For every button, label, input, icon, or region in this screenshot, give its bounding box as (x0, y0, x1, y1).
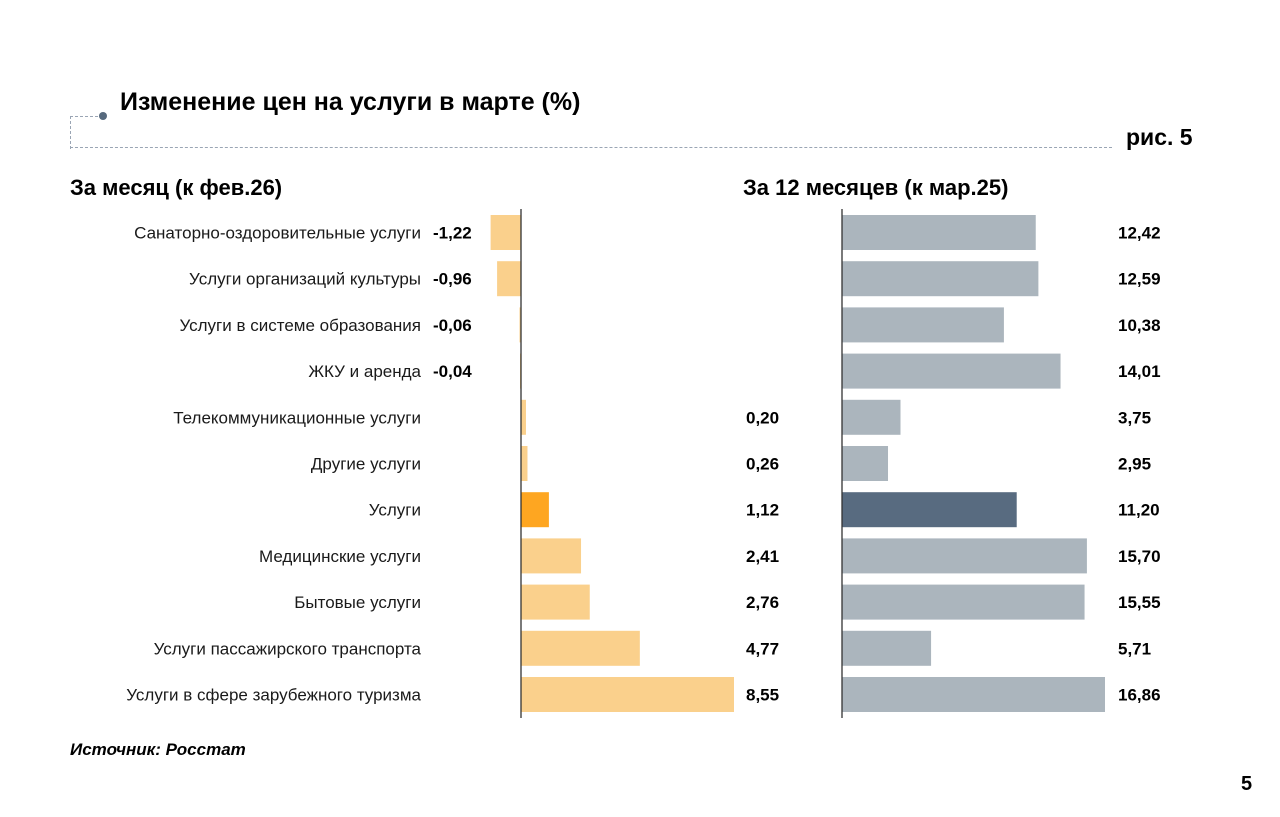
title-frame-underline (70, 147, 1112, 148)
year-value-label: 15,70 (1118, 547, 1161, 566)
category-label: Другие услуги (311, 455, 421, 474)
month-panel-title: За месяц (к фев.26) (70, 175, 283, 200)
year-bar (842, 677, 1105, 712)
category-label: Услуги в системе образования (179, 316, 421, 335)
chart-title: Изменение цен на услуги в марте (%) (120, 88, 581, 116)
month-value-label: 0,20 (746, 408, 779, 427)
category-label: Санаторно-оздоровительные услуги (134, 224, 421, 243)
month-bar (521, 492, 549, 528)
month-bar (521, 677, 734, 712)
month-bar (521, 446, 528, 481)
year-bar (842, 538, 1087, 574)
month-bar (521, 538, 582, 574)
year-value-label: 2,95 (1118, 455, 1151, 474)
category-label: Услуги пассажирского транспорта (154, 639, 422, 658)
month-value-label: -0,96 (433, 270, 472, 289)
month-bar (519, 307, 521, 343)
month-value-label: 8,55 (746, 686, 779, 705)
year-bar (842, 215, 1036, 250)
year-value-label: 3,75 (1118, 408, 1151, 427)
page-number: 5 (1241, 773, 1253, 795)
title-bullet-dot (99, 112, 107, 120)
category-label: Услуги организаций культуры (189, 270, 421, 289)
month-value-label: 2,76 (746, 593, 779, 612)
month-value-label: -0,04 (433, 362, 472, 381)
title-frame-corner (70, 116, 103, 149)
year-bar (842, 261, 1039, 297)
category-label: Медицинские услуги (259, 547, 421, 566)
year-bar (842, 353, 1061, 389)
month-bar (521, 630, 640, 666)
year-value-label: 10,38 (1118, 316, 1161, 335)
category-label: Бытовые услуги (294, 593, 421, 612)
month-value-label: 1,12 (746, 501, 779, 520)
figure-label: рис. 5 (1126, 124, 1193, 150)
year-value-label: 12,59 (1118, 270, 1161, 289)
year-value-label: 15,55 (1118, 593, 1161, 612)
year-bar (842, 446, 889, 481)
category-label: ЖКУ и аренда (308, 362, 421, 381)
month-value-label: 2,41 (746, 547, 779, 566)
category-label: Телекоммуникационные услуги (173, 408, 421, 427)
year-value-label: 14,01 (1118, 362, 1161, 381)
month-value-label: 0,26 (746, 455, 779, 474)
month-bar (521, 584, 590, 620)
month-value-label: 4,77 (746, 639, 779, 658)
year-bar (842, 307, 1004, 343)
month-bar (490, 215, 521, 250)
year-bar (842, 399, 901, 435)
month-value-label: -0,06 (433, 316, 472, 335)
category-label: Услуги (369, 501, 421, 520)
month-bar (521, 399, 526, 435)
year-value-label: 12,42 (1118, 224, 1161, 243)
year-panel-title: За 12 месяцев (к мар.25) (743, 175, 1009, 200)
year-bar (842, 492, 1017, 528)
month-bar (497, 261, 521, 297)
year-bar (842, 584, 1085, 620)
month-value-label: -1,22 (433, 224, 472, 243)
year-value-label: 16,86 (1118, 686, 1161, 705)
year-bar (842, 630, 932, 666)
source-note: Источник: Росстат (70, 740, 246, 759)
year-value-label: 11,20 (1118, 501, 1160, 520)
category-label: Услуги в сфере зарубежного туризма (126, 686, 421, 705)
year-value-label: 5,71 (1118, 639, 1151, 658)
